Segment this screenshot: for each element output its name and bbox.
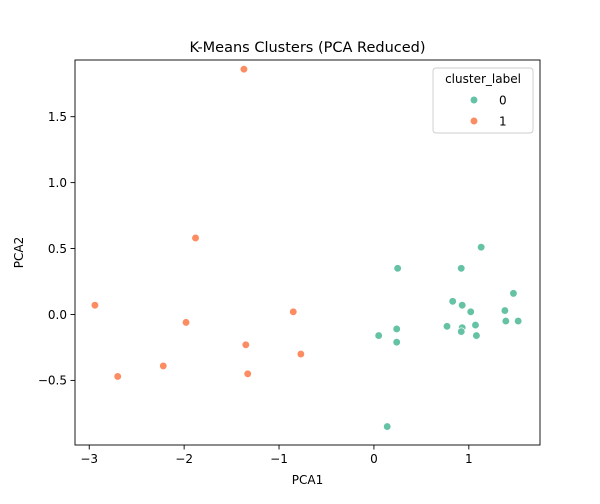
- chart-title: K-Means Clusters (PCA Reduced): [189, 40, 425, 56]
- legend-marker-0: [469, 95, 479, 105]
- y-axis-label: PCA2: [12, 237, 26, 268]
- y-tick-label: 1.5: [48, 110, 67, 124]
- data-point-cluster-0[interactable]: [442, 322, 452, 331]
- data-point-cluster-0[interactable]: [374, 331, 383, 340]
- x-tick-label: −2: [175, 452, 193, 466]
- y-tick-label: −0.5: [38, 374, 67, 388]
- x-tick-label: 1: [465, 452, 473, 466]
- data-point-cluster-0[interactable]: [500, 306, 510, 315]
- x-tick-label: 0: [370, 452, 378, 466]
- data-point-cluster-1[interactable]: [296, 349, 306, 359]
- data-point-cluster-0[interactable]: [393, 264, 402, 273]
- y-tick-label: 1.0: [48, 176, 67, 190]
- data-point-cluster-0[interactable]: [383, 422, 392, 431]
- data-point-cluster-0[interactable]: [457, 264, 466, 273]
- data-point-cluster-0[interactable]: [392, 324, 401, 334]
- data-point-cluster-0[interactable]: [472, 331, 481, 340]
- data-point-cluster-1[interactable]: [113, 372, 122, 381]
- data-point-cluster-1[interactable]: [243, 369, 252, 378]
- data-point-cluster-0[interactable]: [514, 316, 523, 326]
- data-point-cluster-0[interactable]: [509, 289, 518, 298]
- legend-marker-1: [469, 116, 479, 126]
- x-tick-label: −1: [270, 452, 288, 466]
- data-point-cluster-1[interactable]: [181, 318, 191, 327]
- x-tick-label: −3: [80, 452, 98, 466]
- data-point-cluster-0[interactable]: [448, 297, 457, 306]
- data-point-cluster-1[interactable]: [239, 65, 249, 74]
- data-point-cluster-0[interactable]: [501, 316, 510, 326]
- legend-label: 0: [499, 93, 507, 107]
- data-point-cluster-1[interactable]: [289, 307, 298, 316]
- legend-label: 1: [499, 114, 507, 128]
- legend-title: cluster_label: [445, 72, 521, 86]
- data-point-cluster-1[interactable]: [191, 233, 200, 243]
- data-point-cluster-1[interactable]: [159, 361, 168, 371]
- y-tick-label: 0.5: [48, 242, 67, 256]
- data-point-cluster-0[interactable]: [477, 243, 486, 252]
- legend-box: [432, 67, 534, 134]
- data-point-cluster-0[interactable]: [457, 327, 466, 336]
- data-point-cluster-1[interactable]: [241, 340, 250, 349]
- data-point-cluster-0[interactable]: [471, 320, 480, 330]
- plot-frame: [74, 59, 541, 446]
- data-point-cluster-1[interactable]: [90, 301, 100, 310]
- data-point-cluster-0[interactable]: [392, 338, 401, 347]
- data-point-cluster-0[interactable]: [466, 307, 475, 316]
- x-axis-label: PCA1: [292, 473, 323, 487]
- y-tick-label: 0.0: [48, 308, 67, 322]
- data-point-cluster-0[interactable]: [458, 301, 467, 310]
